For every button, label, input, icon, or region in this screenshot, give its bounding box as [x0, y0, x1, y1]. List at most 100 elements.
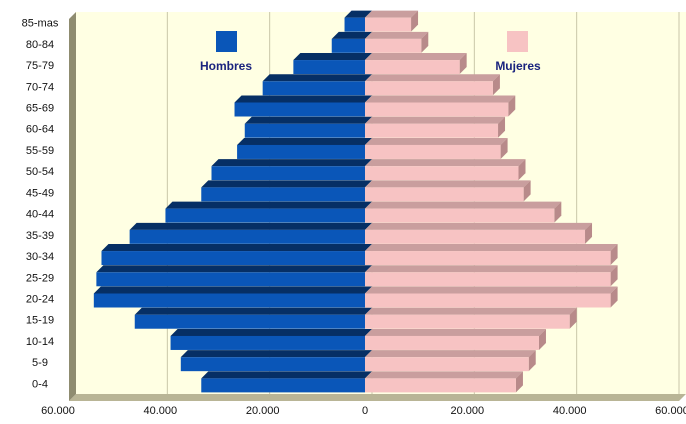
bar-mujeres-75-79-side	[459, 53, 467, 75]
bar-mujeres-10-14	[365, 335, 539, 350]
bar-mujeres-80-84-side	[421, 31, 429, 53]
y-tick-label-85-mas: 85-mas	[22, 18, 59, 30]
bar-hombres-80-84-top	[331, 31, 372, 39]
bar-hombres-85-mas-top	[344, 10, 372, 18]
y-tick-label-55-59: 55-59	[26, 145, 54, 157]
x-tick-label-0: 60.000	[41, 405, 75, 417]
bar-hombres-10-14	[170, 335, 365, 350]
bar-mujeres-10-14-side	[538, 328, 546, 350]
bar-mujeres-25-29-side	[610, 265, 618, 287]
bar-hombres-85-mas	[344, 17, 365, 32]
bar-hombres-25-29	[96, 272, 365, 287]
bar-mujeres-85-mas-top	[365, 10, 419, 18]
bar-hombres-5-9	[180, 357, 365, 372]
bar-hombres-75-79-top	[293, 53, 372, 61]
bar-mujeres-30-34-side	[610, 244, 618, 266]
y-tick-label-25-29: 25-29	[26, 272, 54, 284]
plot-floor	[69, 394, 686, 401]
bar-mujeres-70-74-side	[492, 74, 500, 96]
bar-mujeres-50-54	[365, 166, 519, 181]
bar-mujeres-70-74	[365, 81, 493, 96]
bar-mujeres-35-39-top	[365, 222, 593, 230]
bar-mujeres-30-34-top	[365, 244, 618, 252]
bar-mujeres-10-14-top	[365, 328, 546, 336]
plot-left-wall	[69, 12, 76, 401]
y-tick-label-45-49: 45-49	[26, 187, 54, 199]
bar-hombres-50-54-top	[211, 159, 372, 167]
bar-mujeres-15-19-top	[365, 307, 577, 315]
bar-mujeres-75-79	[365, 60, 460, 75]
bar-hombres-65-69	[234, 102, 365, 117]
legend-group: Hombres Mujeres	[200, 31, 541, 73]
bar-mujeres-15-19	[365, 314, 570, 329]
x-tick-label-1: 40.000	[144, 405, 178, 417]
legend-swatch-mujeres	[507, 31, 528, 52]
bar-hombres-25-29-top	[96, 265, 372, 273]
y-tick-label-80-84: 80-84	[26, 39, 54, 51]
bar-hombres-5-9-top	[180, 350, 372, 358]
bar-mujeres-85-mas	[365, 17, 412, 32]
y-tick-label-0-4: 0-4	[32, 378, 48, 390]
bar-mujeres-50-54-side	[518, 159, 526, 181]
bar-hombres-55-59-top	[237, 137, 372, 145]
bar-hombres-80-84	[331, 38, 365, 53]
bar-hombres-30-34	[101, 251, 365, 266]
bar-mujeres-5-9	[365, 357, 529, 372]
bar-mujeres-75-79-top	[365, 53, 467, 61]
bar-mujeres-55-59-side	[500, 137, 508, 159]
x-tick-label-3: 0	[362, 405, 368, 417]
y-tick-label-30-34: 30-34	[26, 251, 54, 263]
y-tick-label-35-39: 35-39	[26, 230, 54, 242]
bar-mujeres-45-49-side	[523, 180, 531, 202]
bar-hombres-65-69-top	[234, 95, 372, 103]
y-tick-label-40-44: 40-44	[26, 209, 54, 221]
bar-mujeres-60-64-side	[498, 116, 506, 138]
x-tick-label-group: 60.000 40.000 20.000 0 20.000 40.000 60.000	[41, 405, 686, 417]
legend-label-hombres: Hombres	[200, 59, 252, 73]
y-tick-label-20-24: 20-24	[26, 294, 54, 306]
y-tick-label-65-69: 65-69	[26, 103, 54, 115]
bar-hombres-15-19	[134, 314, 365, 329]
x-tick-label-4: 20.000	[451, 405, 485, 417]
bar-mujeres-45-49-top	[365, 180, 531, 188]
bar-mujeres-40-44-side	[554, 201, 562, 223]
x-tick-label-6: 60.000	[655, 405, 686, 417]
bar-mujeres-65-69-top	[365, 95, 516, 103]
legend-swatch-hombres	[216, 31, 237, 52]
bar-mujeres-0-4	[365, 378, 516, 393]
bar-hombres-10-14-top	[170, 328, 372, 336]
bar-mujeres-20-24-top	[365, 286, 618, 294]
bar-mujeres-45-49	[365, 187, 524, 202]
bar-mujeres-15-19-side	[569, 307, 577, 329]
x-tick-label-5: 40.000	[553, 405, 587, 417]
bar-group	[93, 10, 618, 393]
x-tick-label-2: 20.000	[246, 405, 280, 417]
bar-hombres-45-49-top	[201, 180, 372, 188]
bar-mujeres-40-44	[365, 208, 555, 223]
bar-mujeres-5-9-top	[365, 350, 536, 358]
bar-hombres-70-74-top	[262, 74, 372, 82]
y-tick-label-5-9: 5-9	[32, 357, 48, 369]
bar-mujeres-70-74-top	[365, 74, 500, 82]
bar-mujeres-35-39	[365, 229, 586, 244]
bar-hombres-20-24	[93, 293, 366, 308]
y-tick-label-70-74: 70-74	[26, 81, 54, 93]
bar-hombres-55-59	[237, 144, 365, 159]
bar-mujeres-0-4-top	[365, 371, 523, 379]
bar-hombres-0-4-top	[201, 371, 372, 379]
bar-mujeres-20-24-side	[610, 286, 618, 308]
bar-hombres-35-39	[129, 229, 365, 244]
bar-hombres-40-44	[165, 208, 365, 223]
bar-mujeres-25-29	[365, 272, 611, 287]
bar-mujeres-20-24	[365, 293, 611, 308]
bar-mujeres-65-69	[365, 102, 509, 117]
bar-mujeres-55-59	[365, 144, 501, 159]
bar-mujeres-5-9-side	[528, 350, 536, 372]
bar-mujeres-65-69-side	[508, 95, 516, 117]
bar-mujeres-60-64	[365, 123, 499, 138]
bar-mujeres-30-34	[365, 251, 611, 266]
y-tick-label-group: 0-4 5-9 10-14 15-19 20-24 25-29 30-34 35-39 40-4…	[22, 18, 59, 391]
y-tick-label-50-54: 50-54	[26, 166, 54, 178]
